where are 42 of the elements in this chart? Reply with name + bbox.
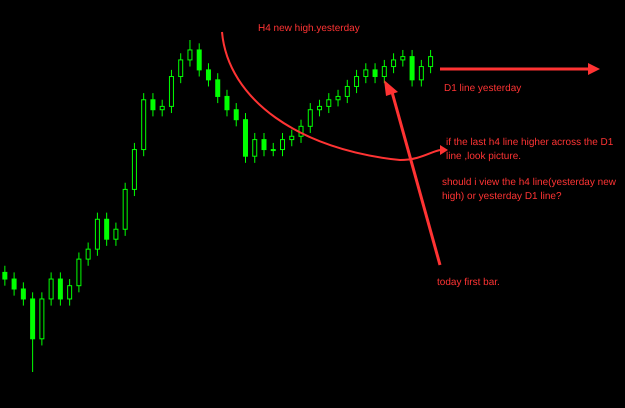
candlestick: [196, 42, 202, 78]
candlestick: [428, 49, 434, 74]
candlestick: [234, 102, 239, 127]
text: H4 new high.yesterday: [258, 22, 360, 36]
candlestick: [418, 59, 424, 87]
candlestick: [2, 265, 8, 286]
candlestick: [252, 132, 258, 164]
candlestick: [113, 222, 118, 246]
candlestick: [280, 132, 286, 157]
candlestick: [150, 92, 156, 117]
candlestick: [354, 69, 360, 94]
candlestick: [224, 89, 230, 117]
candlestick: [262, 132, 266, 157]
candlestick: [86, 242, 91, 266]
candlestick: [187, 40, 192, 68]
candlestick: [289, 129, 294, 147]
candlestick: [391, 52, 396, 74]
candlestick: [67, 278, 72, 306]
candlestick: [58, 272, 63, 306]
candlestick: [270, 142, 276, 157]
candlestick: [178, 52, 184, 84]
candlestick: [336, 89, 341, 107]
candlestick: [48, 272, 54, 306]
candlestick: [363, 62, 368, 84]
candlestick: [20, 282, 26, 306]
candlestick: [206, 62, 211, 87]
candlestick: [317, 99, 322, 117]
candlestick: [160, 99, 165, 117]
candlestick: [400, 49, 406, 68]
candlestick: [326, 92, 332, 114]
text: today first bar.: [437, 276, 500, 290]
candlestick: [344, 79, 350, 104]
candlestick: [382, 59, 387, 84]
text: D1 line yesterday: [444, 82, 522, 96]
candlestick: [410, 49, 415, 87]
candlestick: [12, 272, 17, 296]
candlestick: [308, 102, 313, 134]
candlestick: [215, 72, 220, 104]
candlestick: [104, 212, 110, 246]
text: if the last h4 line higher across the D1 line ,look picture.: [446, 136, 614, 164]
candlestick: [372, 62, 378, 84]
text: should i view the h4 line(yesterday new high) or yesterday D1 line?: [442, 176, 617, 204]
